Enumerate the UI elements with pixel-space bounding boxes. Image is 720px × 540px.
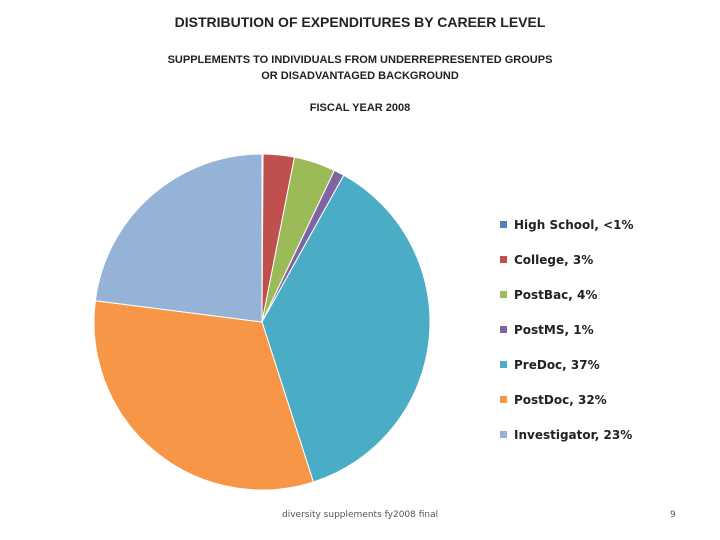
pie-slice-6 (94, 153, 263, 323)
fiscal-year-label: FISCAL YEAR 2008 (309, 102, 411, 114)
legend-swatch (500, 256, 507, 263)
legend-label: PostBac, 4% (514, 287, 598, 302)
legend-swatch (500, 326, 507, 333)
legend-label: College, 3% (514, 252, 594, 267)
legend-item-1: College, 3% (500, 242, 634, 277)
legend-item-6: Investigator, 23% (500, 417, 634, 452)
legend-swatch (500, 361, 507, 368)
page-number: 9 (670, 510, 676, 520)
legend-label: PostMS, 1% (514, 322, 594, 337)
legend-item-3: PostMS, 1% (500, 312, 634, 347)
legend: High School, <1% College, 3% PostBac, 4% Po… (500, 207, 634, 452)
legend-label: PreDoc, 37% (514, 357, 600, 372)
pie-slice-4 (261, 174, 431, 483)
legend-item-2: PostBac, 4% (500, 277, 634, 312)
subtitle-line-2: OR DISADVANTAGED BACKGROUND (261, 70, 459, 82)
legend-label: PostDoc, 32% (514, 392, 607, 407)
legend-swatch (500, 291, 507, 298)
legend-swatch (500, 431, 507, 438)
legend-item-0: High School, <1% (500, 207, 634, 242)
legend-swatch (500, 396, 507, 403)
legend-swatch (500, 221, 507, 228)
legend-item-4: PreDoc, 37% (500, 347, 634, 382)
legend-item-5: PostDoc, 32% (500, 382, 634, 417)
legend-label: Investigator, 23% (514, 427, 633, 442)
subtitle-line-1: SUPPLEMENTS TO INDIVIDUALS FROM UNDERREP… (167, 54, 553, 66)
pie-slice-5 (93, 300, 314, 491)
legend-label: High School, <1% (514, 217, 634, 232)
chart-subtitle: SUPPLEMENTS TO INDIVIDUALS FROM UNDERREP… (0, 52, 720, 84)
footer-source: diversity supplements fy2008 final (282, 510, 439, 520)
chart-title: DISTRIBUTION OF EXPENDITURES BY CAREER L… (174, 14, 546, 30)
